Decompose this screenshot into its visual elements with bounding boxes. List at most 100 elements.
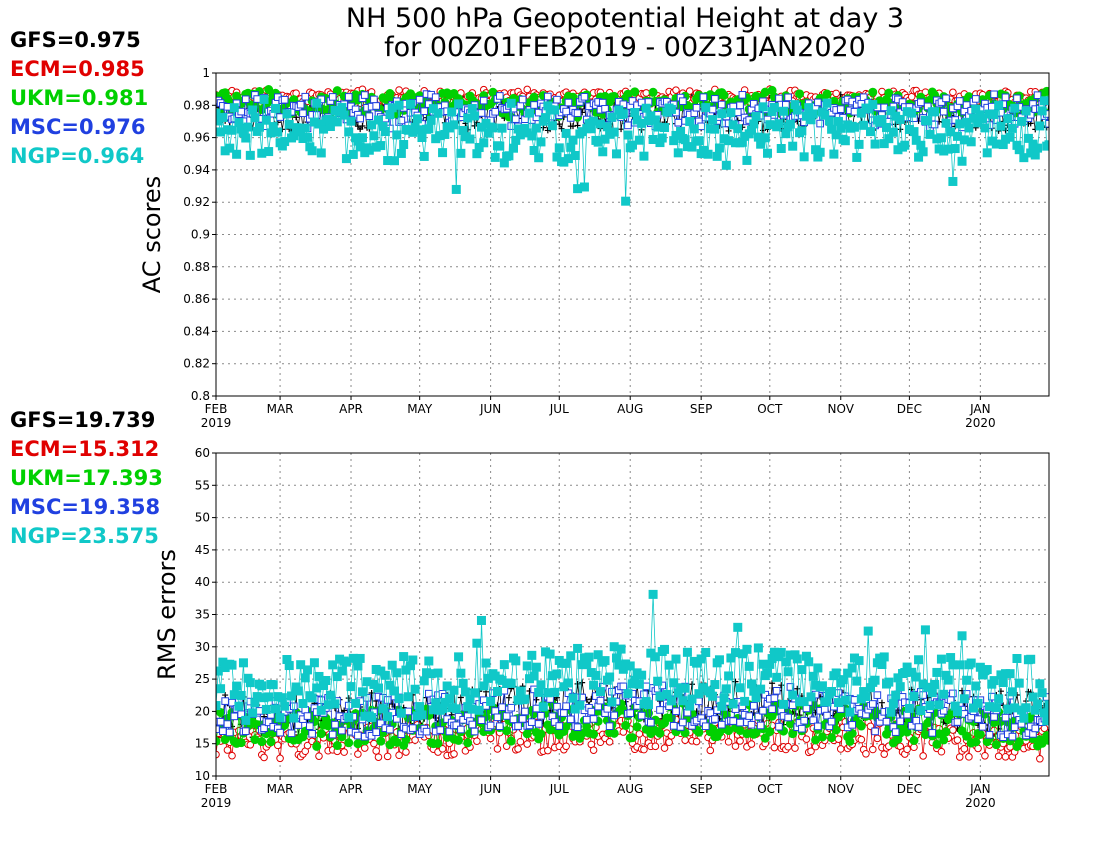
data-point-msc: [216, 717, 225, 726]
data-point-msc: [553, 95, 561, 104]
data-point-ngp: [1035, 121, 1045, 131]
data-point-ukm: [856, 721, 866, 731]
data-point-ecm: [473, 737, 481, 745]
data-point-ngp: [380, 127, 390, 137]
data-point-msc: [775, 722, 783, 731]
data-point-ngp: [428, 104, 438, 114]
data-point-ngp: [1026, 654, 1036, 664]
data-point-msc: [436, 726, 445, 734]
data-point-ukm: [817, 732, 827, 742]
data-point-msc: [1001, 713, 1010, 722]
data-point-ngp: [216, 684, 226, 694]
data-point-gfs: [556, 121, 563, 128]
data-point-gfs: [574, 122, 581, 129]
y-tick-label: 0.9: [191, 228, 210, 242]
data-point-ecm: [340, 748, 348, 756]
data-point-ngp: [838, 675, 848, 685]
data-point-gfs: [732, 678, 739, 685]
data-point-msc: [301, 92, 310, 101]
stat-ecm: ECM=0.985: [10, 57, 145, 81]
data-point-ngp: [888, 699, 898, 709]
data-point-ecm: [502, 742, 511, 750]
y-tick-label: 0.86: [183, 292, 210, 306]
data-point-ecm: [791, 744, 799, 752]
stat-gfs: GFS=0.975: [10, 28, 141, 52]
data-point-gfs: [997, 688, 1004, 695]
data-point-ngp: [447, 107, 457, 117]
data-point-ecm: [642, 89, 651, 97]
data-point-msc: [287, 729, 296, 738]
data-point-ecm: [784, 742, 792, 751]
data-point-msc: [555, 722, 564, 730]
data-point-msc: [491, 707, 499, 715]
y-tick-label: 0.92: [183, 195, 210, 209]
data-point-msc: [598, 98, 607, 107]
data-point-msc: [562, 702, 570, 710]
data-point-ukm: [884, 88, 894, 98]
data-point-ngp: [458, 678, 468, 688]
x-tick-label: SEP: [690, 402, 712, 416]
x-tick-label: JAN: [969, 402, 991, 416]
data-point-ngp: [847, 663, 857, 673]
data-point-msc: [695, 697, 703, 706]
data-point-ngp: [248, 105, 258, 115]
data-point-msc: [809, 716, 818, 725]
data-point-ukm: [680, 728, 690, 738]
data-point-msc: [656, 706, 664, 714]
data-point-msc: [495, 92, 504, 100]
data-point-ngp: [701, 103, 711, 113]
data-point-ecm: [949, 88, 957, 97]
data-point-ngp: [648, 589, 658, 599]
data-point-ngp: [982, 148, 992, 158]
x-tick-label: MAR: [267, 782, 294, 796]
data-point-ukm: [630, 87, 640, 97]
data-point-ngp: [1039, 708, 1049, 718]
data-point-msc: [784, 713, 792, 722]
data-point-msc: [674, 118, 683, 127]
data-point-ngp: [390, 156, 399, 166]
data-point-msc: [596, 696, 605, 705]
data-point-ngp: [966, 658, 976, 668]
data-point-ngp: [694, 689, 704, 699]
data-point-msc: [1013, 94, 1021, 103]
data-point-ngp: [232, 149, 242, 159]
data-point-ngp: [536, 680, 546, 690]
data-point-ukm: [1042, 86, 1049, 96]
data-point-gfs: [505, 694, 512, 701]
data-point-ngp: [721, 160, 731, 170]
data-point-ngp: [307, 146, 317, 156]
data-point-ngp: [474, 142, 484, 152]
data-point-ngp: [916, 706, 926, 716]
data-point-ngp: [369, 131, 379, 141]
data-point-ngp: [579, 182, 589, 192]
data-point-msc: [317, 696, 326, 705]
data-point-ecm: [731, 742, 740, 750]
data-point-ukm: [628, 733, 637, 743]
data-point-ukm: [991, 740, 1001, 750]
data-point-msc: [354, 731, 362, 740]
data-point-msc: [747, 720, 756, 729]
ac-scores-panel: 0.8 0.82 0.84 0.86 0.88 0.9 0.92 0.94 0.96 0.98 1 F…: [10, 28, 1050, 430]
data-point-ngp: [634, 679, 644, 689]
data-point-ngp: [399, 652, 409, 662]
data-point-msc: [493, 713, 502, 722]
data-point-ngp: [509, 143, 518, 153]
data-point-ngp: [936, 133, 946, 143]
data-point-ngp: [497, 123, 507, 133]
stat-ukm: UKM=17.393: [10, 466, 163, 490]
data-point-msc: [560, 709, 568, 717]
stat-gfs: GFS=19.739: [10, 408, 155, 432]
data-point-msc: [669, 722, 678, 730]
x-tick-year: 2019: [201, 796, 232, 810]
data-layer: [216, 589, 1049, 763]
x-tick-label: APR: [339, 402, 363, 416]
data-point-ngp: [419, 151, 429, 161]
data-point-msc: [930, 120, 939, 129]
data-point-gfs: [345, 695, 352, 702]
data-point-ngp: [488, 123, 498, 133]
data-point-ngp: [563, 678, 573, 688]
data-point-ngp: [376, 141, 386, 151]
data-point-ngp: [241, 715, 251, 725]
data-point-ecm: [868, 745, 877, 754]
